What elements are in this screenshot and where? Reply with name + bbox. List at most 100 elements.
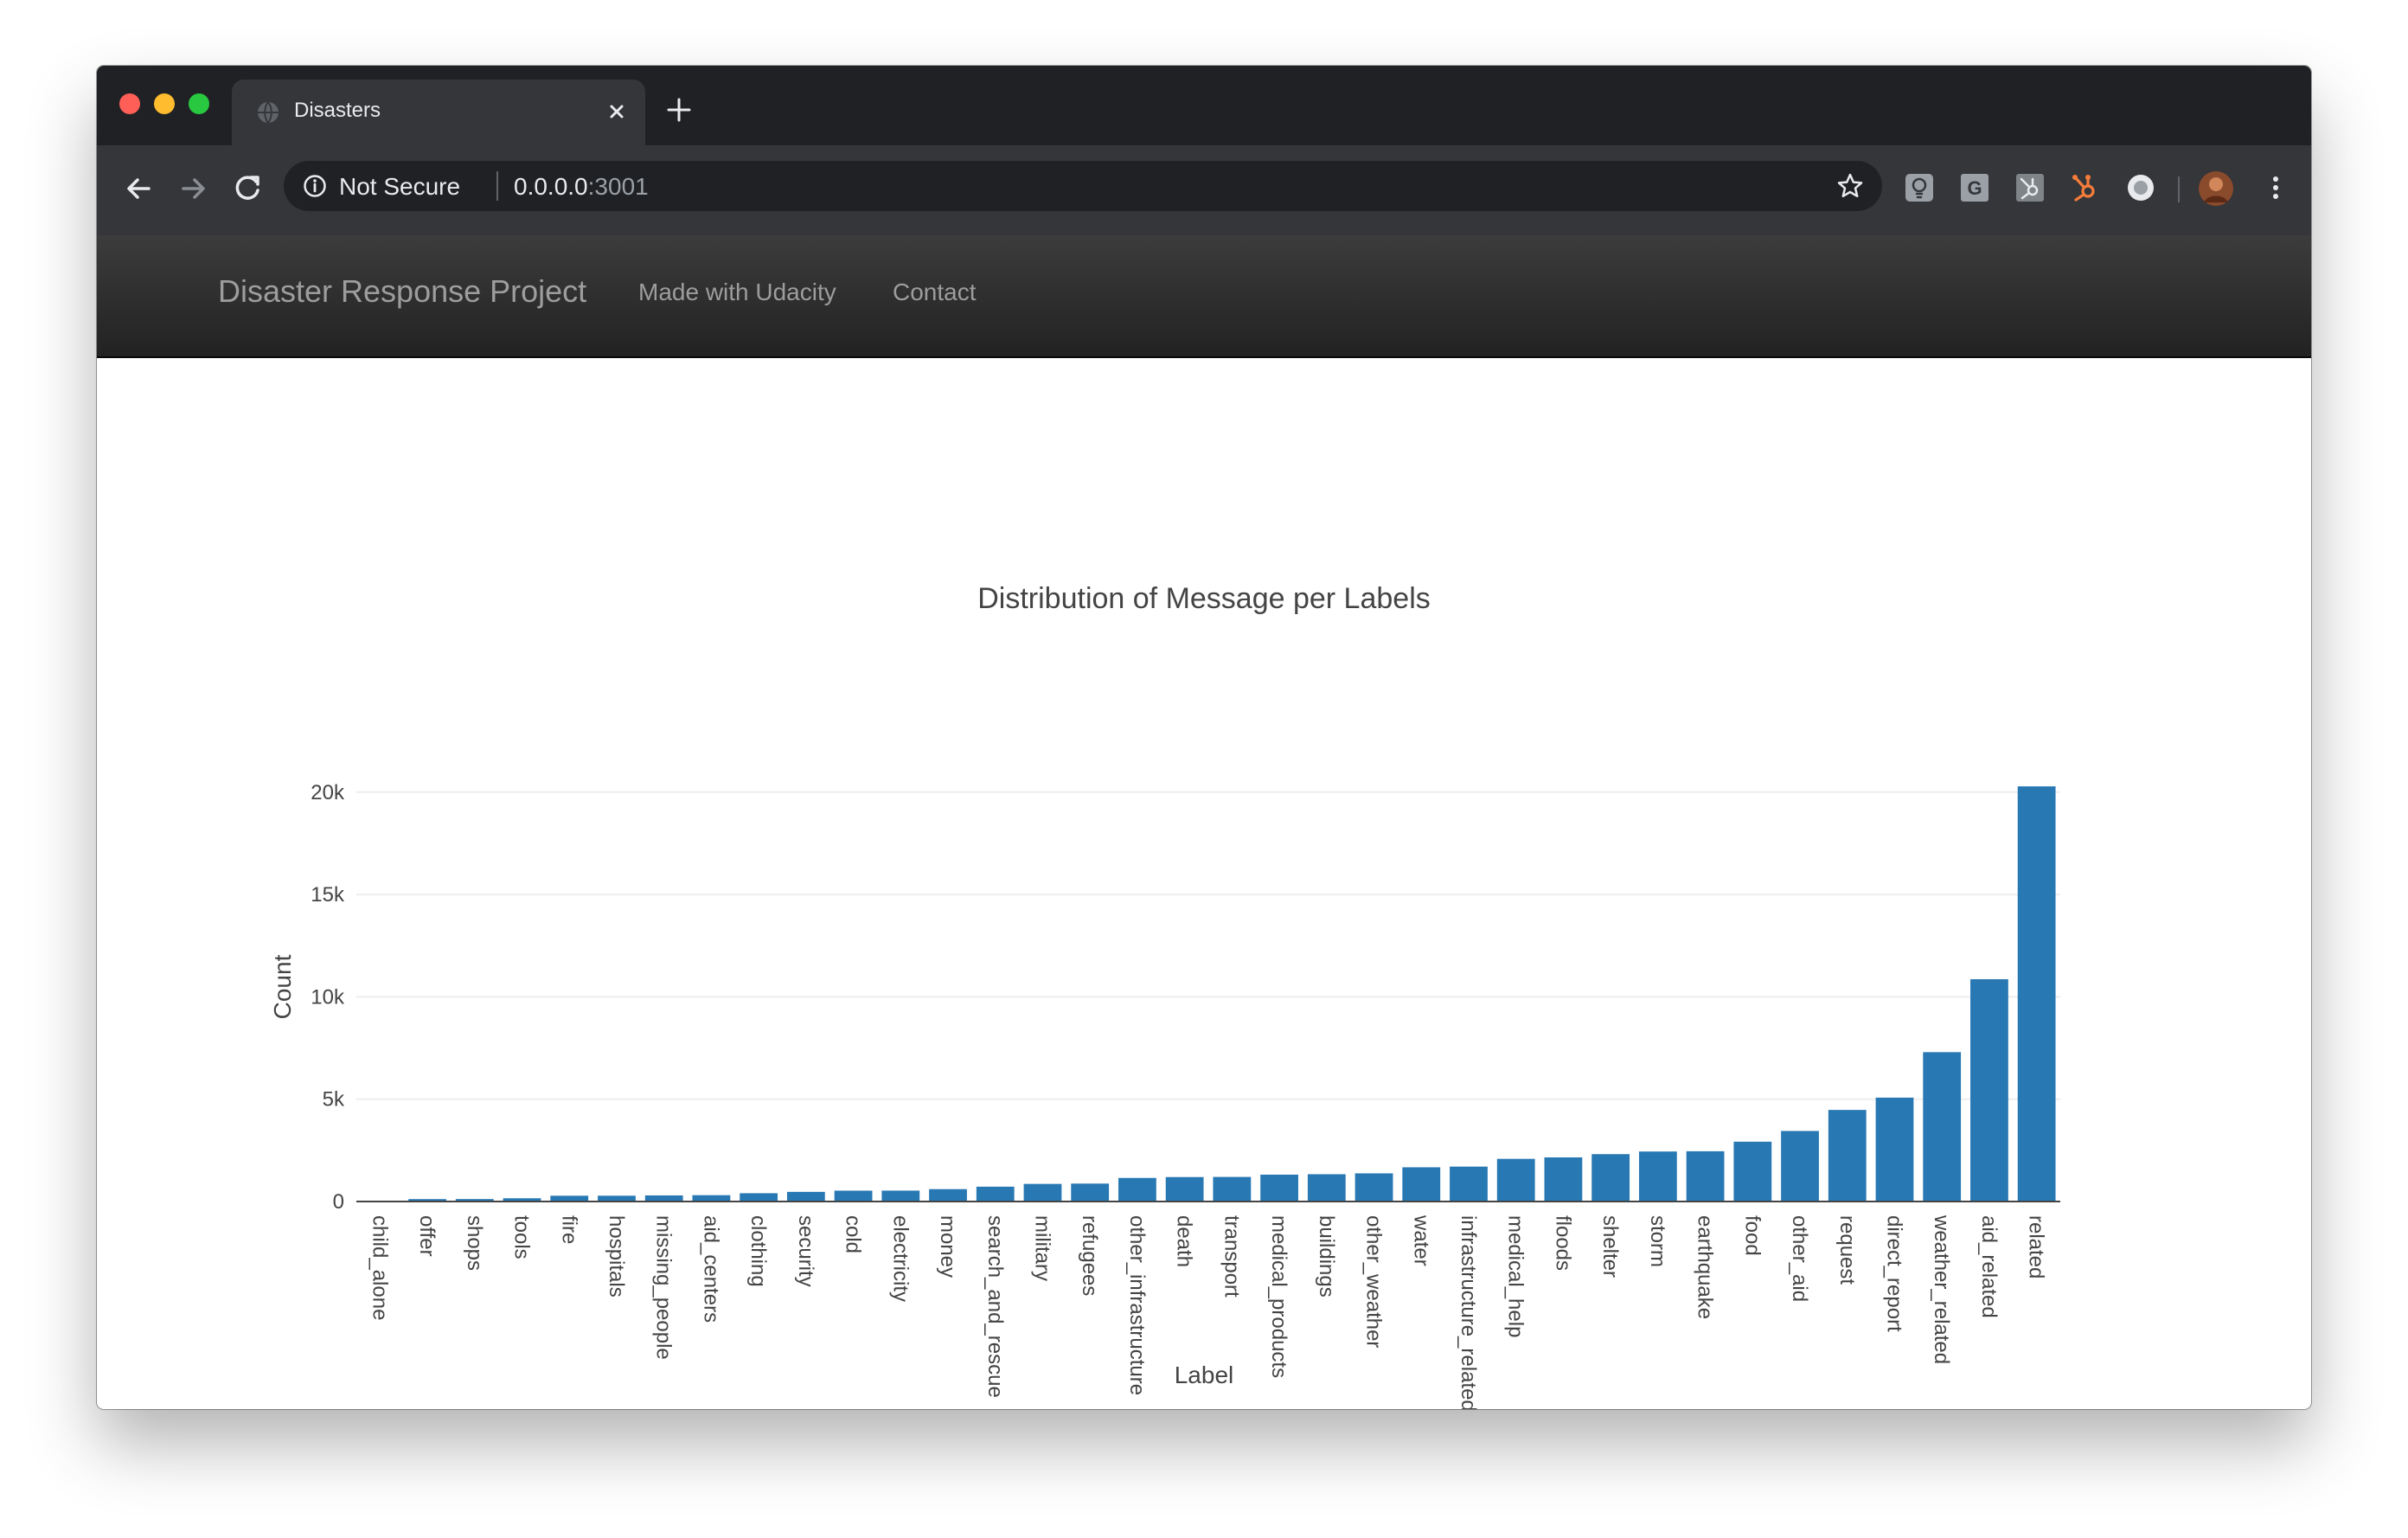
new-tab-icon[interactable] [664, 95, 694, 125]
brand-link[interactable]: Disaster Response Project [218, 273, 587, 309]
x-tick-label: water [1409, 1214, 1432, 1266]
bar-earthquake [1686, 1150, 1725, 1202]
bar-related [2017, 786, 2056, 1202]
bar-infrastructure_related [1450, 1166, 1488, 1202]
y-tick-label: 15k [311, 883, 345, 907]
bar-direct_report [1875, 1097, 1914, 1202]
x-tick-label: buildings [1315, 1215, 1338, 1298]
x-tick-label: money [936, 1215, 959, 1278]
x-tick-label: child_alone [368, 1215, 391, 1320]
nav-link-udacity[interactable]: Made with Udacity [638, 279, 836, 305]
x-tick-label: storm [1646, 1215, 1669, 1267]
chart-title: Distribution of Message per Labels [977, 582, 1431, 615]
bar-storm [1638, 1151, 1677, 1202]
bar-medical_help [1496, 1158, 1535, 1202]
nav-link-contact[interactable]: Contact [893, 279, 977, 305]
menu-kebab-icon[interactable] [2259, 171, 2292, 204]
bar-military [1023, 1183, 1062, 1202]
bar-money [929, 1189, 967, 1202]
bar-security [786, 1191, 825, 1202]
bar-food [1733, 1141, 1772, 1202]
x-tick-label: death [1173, 1215, 1196, 1267]
zoom-window-button[interactable] [189, 93, 209, 114]
toolbar-separator [2178, 176, 2180, 202]
bar-other_weather [1354, 1173, 1393, 1202]
back-arrow-icon[interactable] [121, 171, 156, 206]
close-window-button[interactable] [119, 93, 140, 114]
bar-hospitals [598, 1195, 636, 1202]
bar-medical_products [1260, 1174, 1298, 1202]
x-tick-label: floods [1551, 1215, 1574, 1271]
minimize-window-button[interactable] [154, 93, 175, 114]
x-tick-label: refugees [1078, 1215, 1101, 1296]
x-tick-label: search_and_rescue [983, 1215, 1007, 1398]
svg-text:G: G [1967, 177, 1982, 199]
x-tick-label: other_infrastructure [1125, 1215, 1149, 1395]
x-tick-label: medical_products [1267, 1215, 1290, 1378]
bar-refugees [1071, 1183, 1110, 1202]
info-icon[interactable] [303, 174, 327, 198]
x-tick-label: related [2025, 1215, 2048, 1278]
labels-bar-chart: Distribution of Message per Labels 0 5k 10k… [269, 582, 2060, 1409]
bar-transport [1213, 1176, 1252, 1202]
bar-shops [455, 1199, 494, 1202]
x-tick-label: transport [1220, 1215, 1243, 1298]
reload-icon[interactable] [230, 171, 265, 206]
bar-clothing [740, 1193, 778, 1202]
bar-aid_centers [692, 1195, 731, 1202]
tab-strip: Disasters [97, 66, 2311, 145]
x-tick-label: earthquake [1694, 1215, 1717, 1319]
browser-toolbar: Not Secure 0.0.0.0:3001 G [97, 145, 2311, 235]
hubspot-gray-extension-icon[interactable] [2014, 171, 2046, 204]
x-tick-label: fire [557, 1215, 580, 1244]
x-tick-label: shelter [1598, 1215, 1622, 1278]
bar-other_aid [1781, 1131, 1819, 1202]
browser-window: Disasters Not Secure [97, 66, 2311, 1409]
x-tick-label: hospitals [605, 1215, 628, 1298]
profile-avatar[interactable] [2197, 170, 2235, 208]
address-bar[interactable]: Not Secure 0.0.0.0:3001 [284, 161, 1882, 211]
security-label[interactable]: Not Secure [339, 173, 461, 200]
close-tab-icon[interactable] [604, 99, 630, 125]
hubspot-orange-extension-icon[interactable] [2069, 171, 2102, 204]
bar-death [1165, 1176, 1204, 1202]
x-tick-label: infrastructure_related [1457, 1215, 1480, 1409]
x-tick-label: request [1835, 1215, 1859, 1285]
bar-floods [1544, 1157, 1583, 1202]
url-host: 0.0.0.0 [514, 173, 588, 200]
y-tick-label: 20k [311, 781, 345, 804]
bar-shelter [1591, 1154, 1630, 1202]
lightbulb-extension-icon[interactable] [1903, 171, 1936, 204]
x-tick-label: missing_people [652, 1215, 676, 1360]
grammarly-extension-icon[interactable]: G [1958, 171, 1991, 204]
y-tick-label: 5k [323, 1088, 345, 1112]
url-port: :3001 [587, 173, 649, 200]
bar-cold [834, 1190, 873, 1202]
y-axis-title: Count [269, 954, 296, 1019]
url-text[interactable]: 0.0.0.0:3001 [514, 173, 649, 201]
forward-arrow-icon[interactable] [176, 171, 211, 206]
x-tick-label: other_aid [1788, 1215, 1811, 1302]
bar-tools [503, 1198, 541, 1202]
x-tick-label: electricity [888, 1215, 912, 1302]
x-tick-label: shops [463, 1215, 486, 1271]
bar-search_and_rescue [976, 1186, 1015, 1202]
x-tick-label: tools [510, 1215, 534, 1259]
x-tick-label: aid_related [1977, 1215, 2001, 1318]
browser-tab[interactable]: Disasters [232, 80, 645, 145]
genre-bar-chart: 02k4k6kdirectnewssocialGenre [97, 356, 2311, 412]
x-tick-label: military [1030, 1215, 1054, 1281]
bar-missing_people [644, 1195, 683, 1202]
x-tick-label: clothing [746, 1215, 770, 1287]
x-tick-label: food [1740, 1215, 1764, 1256]
circle-extension-icon[interactable] [2124, 171, 2157, 204]
x-tick-label: security [794, 1215, 817, 1287]
address-separator [496, 171, 498, 201]
tab-title: Disasters [294, 99, 381, 122]
x-tick-label: direct_report [1882, 1215, 1905, 1332]
bar-weather_related [1923, 1052, 1962, 1202]
globe-icon [258, 101, 279, 124]
bookmark-star-icon[interactable] [1835, 171, 1865, 201]
bar-offer [408, 1199, 446, 1202]
bar-buildings [1307, 1174, 1346, 1202]
